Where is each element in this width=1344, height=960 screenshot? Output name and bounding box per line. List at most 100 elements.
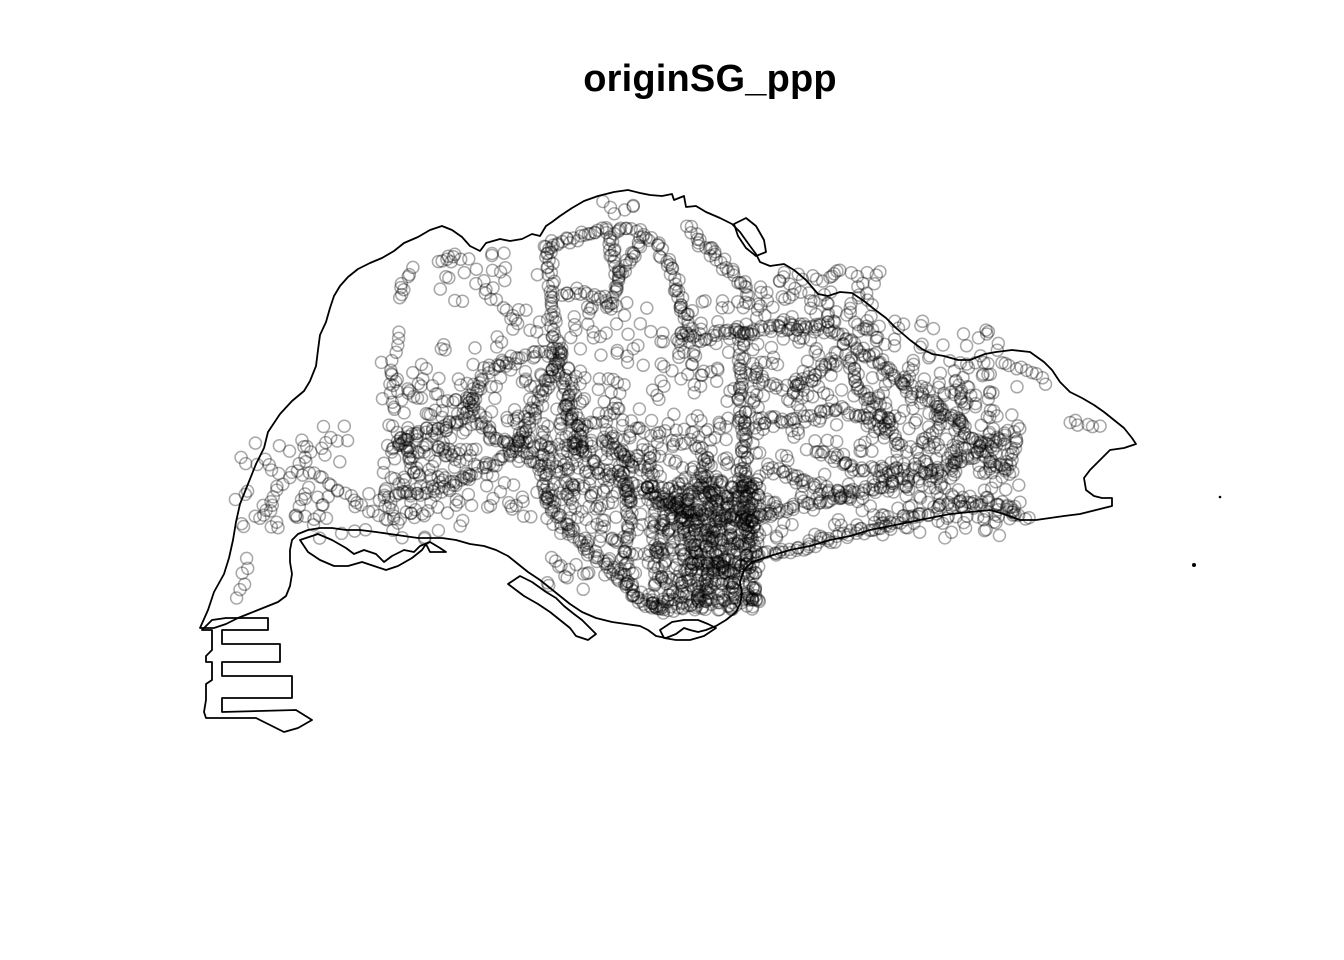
point-marker <box>748 583 762 598</box>
point-marker <box>796 383 810 397</box>
point-marker <box>512 433 527 447</box>
point-marker <box>739 488 754 503</box>
point-marker <box>671 284 686 298</box>
point-marker <box>789 543 804 558</box>
point-marker <box>822 494 837 508</box>
point-marker <box>721 599 735 614</box>
point-marker <box>691 481 705 495</box>
point-marker <box>676 521 691 536</box>
point-marker <box>712 524 726 538</box>
point-marker <box>386 523 400 538</box>
point-marker <box>617 449 632 464</box>
point-marker <box>516 494 530 509</box>
point-marker <box>723 520 738 534</box>
point-marker <box>726 576 741 590</box>
point-marker <box>802 496 816 510</box>
point-marker <box>678 505 693 519</box>
point-marker <box>984 439 999 454</box>
point-marker <box>541 419 555 434</box>
point-marker <box>574 535 589 549</box>
point-marker <box>711 603 725 617</box>
point-marker <box>574 229 588 243</box>
point-marker <box>951 435 966 449</box>
point-marker <box>581 534 596 548</box>
point-marker <box>307 466 321 480</box>
point-marker <box>583 415 598 430</box>
point-marker <box>662 453 677 467</box>
point-marker <box>786 385 801 399</box>
point-marker <box>607 406 621 421</box>
point-marker <box>550 402 564 416</box>
point-marker <box>731 572 746 586</box>
point-marker <box>608 440 623 455</box>
point-marker <box>489 340 504 354</box>
point-marker <box>550 510 564 524</box>
point-marker <box>656 498 670 512</box>
point-marker <box>654 531 668 546</box>
point-marker <box>965 496 980 511</box>
point-marker <box>955 394 969 409</box>
point-marker <box>762 506 776 521</box>
point-marker <box>746 581 760 595</box>
point-marker <box>740 599 754 613</box>
point-marker <box>741 519 755 534</box>
point-marker <box>613 562 628 577</box>
point-marker <box>681 487 696 501</box>
point-marker <box>401 382 415 396</box>
point-marker <box>912 525 927 539</box>
point-marker <box>918 466 932 481</box>
point-marker <box>466 409 480 423</box>
point-marker <box>659 498 673 512</box>
point-marker <box>727 268 741 283</box>
point-marker <box>705 500 719 514</box>
point-marker <box>749 446 764 460</box>
point-marker <box>561 389 576 403</box>
point-marker <box>751 323 766 338</box>
point-marker <box>675 584 689 599</box>
point-marker <box>807 480 821 495</box>
point-marker <box>435 394 450 409</box>
point-marker <box>998 356 1013 371</box>
point-marker <box>543 284 558 299</box>
point-marker <box>723 384 737 398</box>
point-marker <box>330 434 345 448</box>
point-marker <box>766 300 780 314</box>
point-marker <box>839 308 854 322</box>
point-marker <box>772 319 786 333</box>
point-marker <box>690 546 705 560</box>
point-marker <box>731 413 746 428</box>
point-marker <box>923 480 937 495</box>
point-marker <box>565 477 579 491</box>
point-marker <box>474 416 488 431</box>
point-marker <box>419 406 434 421</box>
point-marker <box>584 433 598 448</box>
point-marker <box>706 566 720 580</box>
point-marker <box>686 513 700 527</box>
point-marker <box>893 516 908 530</box>
point-marker <box>447 474 461 488</box>
point-marker <box>836 337 851 351</box>
point-marker <box>885 516 900 531</box>
point-marker <box>725 580 740 594</box>
point-marker <box>957 427 972 441</box>
point-marker <box>887 368 902 383</box>
point-marker <box>847 370 862 384</box>
point-marker <box>571 461 586 475</box>
point-marker <box>558 399 572 413</box>
point-marker <box>685 540 699 554</box>
point-marker <box>677 306 691 320</box>
point-marker <box>917 465 931 479</box>
point-marker <box>645 383 660 397</box>
point-marker <box>738 466 752 481</box>
point-marker <box>612 574 626 588</box>
point-marker <box>648 575 662 590</box>
point-marker <box>446 395 460 409</box>
point-marker <box>996 432 1011 447</box>
point-marker <box>621 455 636 470</box>
point-marker <box>873 481 887 495</box>
point-marker <box>456 401 471 415</box>
point-marker <box>905 363 920 377</box>
point-marker <box>619 253 634 267</box>
point-marker <box>867 276 882 291</box>
point-marker <box>734 413 748 427</box>
